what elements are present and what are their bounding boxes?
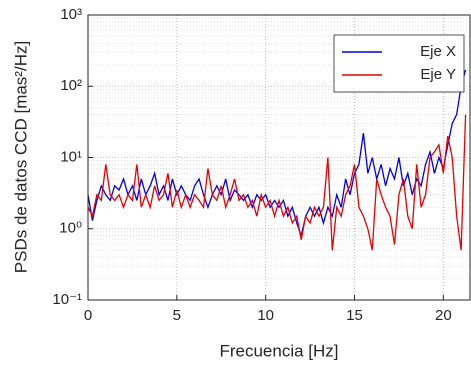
x-tick-label: 20 — [435, 307, 452, 324]
y-tick-label: 10² — [60, 77, 82, 94]
y-tick-label: 10⁰ — [59, 220, 82, 237]
x-tick-label: 10 — [257, 307, 274, 324]
y-tick-label: 10¹ — [60, 148, 82, 165]
y-tick-label: 10⁻¹ — [52, 291, 82, 308]
x-tick-label: 15 — [346, 307, 363, 324]
y-tick-label: 10³ — [60, 6, 82, 23]
x-tick-label: 0 — [84, 307, 92, 324]
legend-label: Eje Y — [420, 66, 456, 83]
legend-box — [333, 34, 465, 93]
legend-label: Eje X — [420, 43, 456, 60]
plot-frame — [87, 14, 471, 301]
x-axis-label: Frecuencia [Hz] — [219, 341, 338, 360]
y-axis-label: PSDs de datos CCD [mas²/Hz] — [11, 41, 30, 273]
line-series — [87, 114, 467, 251]
x-tick-label: 5 — [173, 307, 181, 324]
